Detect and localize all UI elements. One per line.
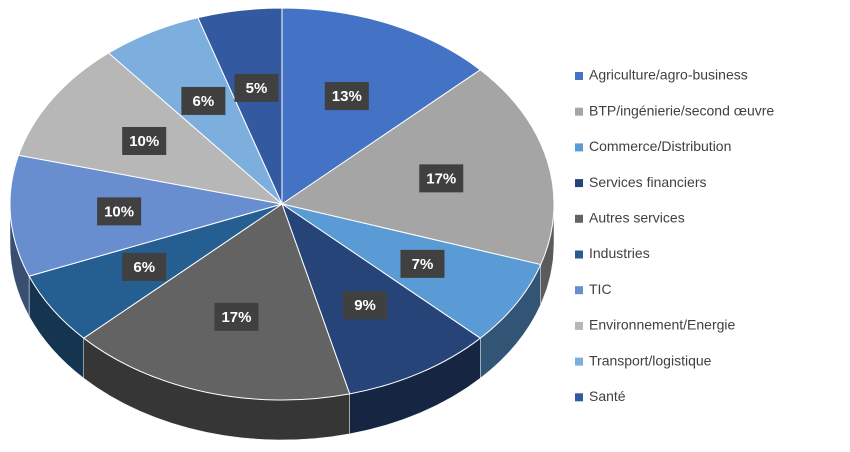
data-label-box bbox=[122, 126, 167, 155]
legend-label: Industries bbox=[589, 245, 650, 261]
legend-swatch bbox=[575, 393, 583, 402]
data-label-box bbox=[343, 291, 388, 320]
legend-swatch bbox=[575, 72, 583, 80]
data-label-box bbox=[234, 73, 279, 102]
legend-swatch bbox=[575, 286, 583, 295]
legend-swatch bbox=[575, 357, 583, 366]
data-label-box bbox=[97, 197, 142, 226]
legend-swatch bbox=[575, 250, 583, 259]
data-label-box bbox=[181, 86, 226, 115]
legend-label: BTP/ingénierie/second œuvre bbox=[589, 102, 774, 118]
data-label-box bbox=[400, 249, 445, 278]
slice bbox=[82, 203, 351, 401]
data-label-box bbox=[419, 164, 464, 193]
slice bbox=[281, 7, 482, 205]
legend-swatch bbox=[575, 321, 583, 330]
data-label-box bbox=[214, 302, 259, 331]
legend-label: Services financiers bbox=[589, 174, 707, 190]
legend-label: Agriculture/agro-business bbox=[589, 67, 748, 83]
data-label: 7% bbox=[412, 256, 434, 273]
data-label: 10% bbox=[129, 133, 159, 150]
data-label: 6% bbox=[193, 93, 215, 110]
data-label: 17% bbox=[426, 170, 456, 187]
slice bbox=[197, 7, 283, 205]
legend-label: Autres services bbox=[589, 210, 685, 226]
legend-label: TIC bbox=[589, 281, 612, 297]
legend-label: Environnement/Energie bbox=[589, 317, 736, 333]
legend-swatch bbox=[575, 214, 583, 223]
data-label: 6% bbox=[133, 259, 155, 276]
legend-label: Transport/logistique bbox=[589, 352, 712, 368]
legend-label: Commerce/Distribution bbox=[589, 138, 731, 154]
legend-swatch bbox=[575, 179, 583, 188]
data-label: 17% bbox=[221, 309, 251, 326]
slice bbox=[280, 69, 555, 266]
data-label: 9% bbox=[354, 297, 376, 314]
data-label: 10% bbox=[104, 203, 134, 220]
legend-label: Santé bbox=[589, 388, 626, 404]
legend-swatch bbox=[575, 143, 583, 152]
data-label-box bbox=[122, 253, 167, 282]
data-label: 13% bbox=[332, 88, 362, 105]
slice bbox=[9, 154, 283, 277]
data-label-box bbox=[324, 82, 369, 111]
data-label: 5% bbox=[246, 80, 268, 97]
legend-swatch bbox=[575, 107, 583, 116]
